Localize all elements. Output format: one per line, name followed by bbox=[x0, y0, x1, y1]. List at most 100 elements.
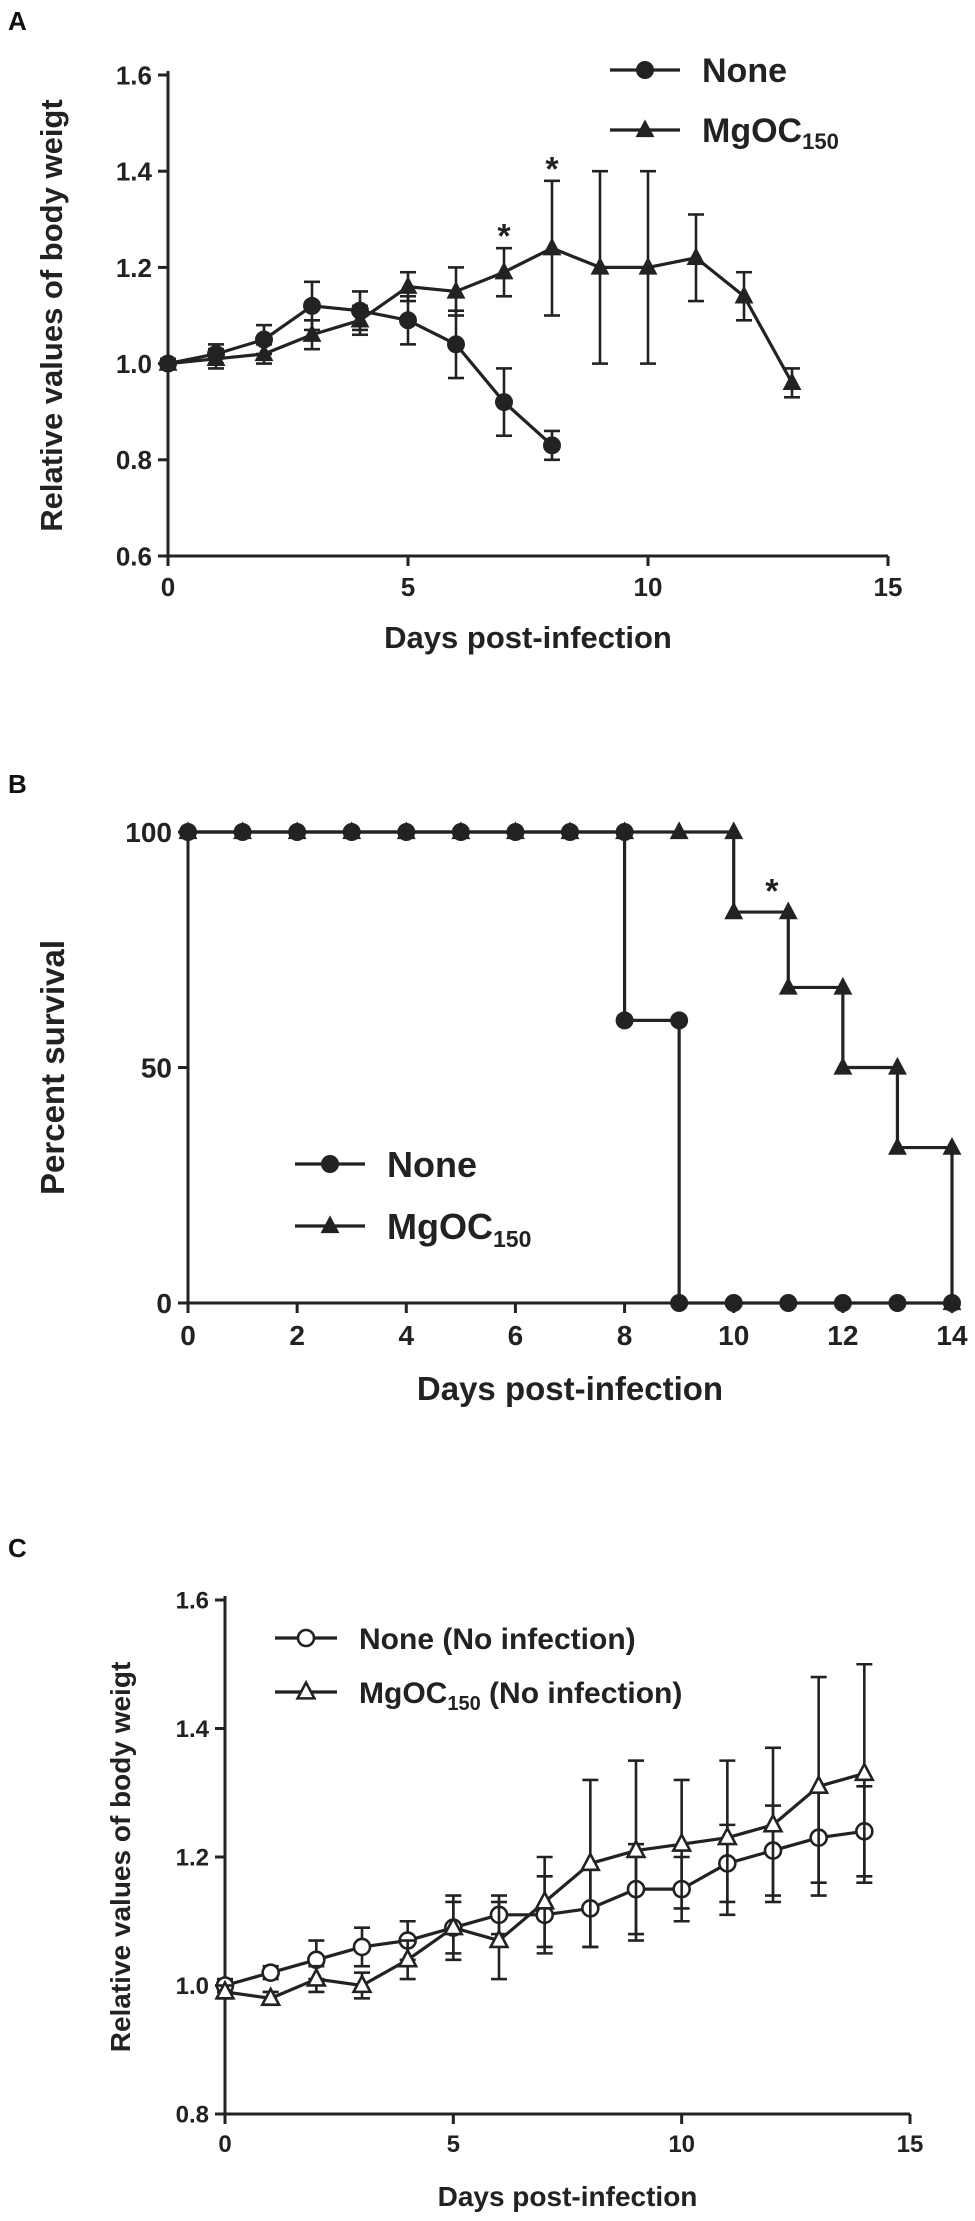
y-axis-title: Relative values of body weigt bbox=[34, 99, 69, 531]
x-tick-label: 10 bbox=[718, 1320, 749, 1351]
series-line bbox=[167, 246, 794, 384]
data-point bbox=[887, 1136, 907, 1155]
panel-letter: B bbox=[8, 769, 27, 799]
data-point bbox=[261, 1963, 280, 1982]
data-point bbox=[295, 1679, 317, 1700]
data-point bbox=[724, 821, 744, 840]
series-mgoc150 bbox=[178, 821, 962, 1311]
data-point bbox=[233, 821, 253, 840]
data-point bbox=[625, 1838, 647, 1859]
legend-label: MgOC150 bbox=[702, 112, 839, 154]
data-point bbox=[206, 348, 226, 366]
significance-marker: * bbox=[497, 218, 511, 256]
data-point bbox=[342, 821, 362, 840]
legend-entry: None bbox=[610, 52, 787, 90]
y-tick-label: 1.2 bbox=[176, 1845, 209, 1872]
significance-marker: * bbox=[765, 873, 779, 911]
data-point bbox=[638, 256, 658, 275]
x-tick-label: 15 bbox=[874, 572, 903, 602]
legend-entry: MgOC150 bbox=[610, 112, 839, 154]
x-tick-label: 5 bbox=[401, 572, 415, 602]
data-point bbox=[724, 1294, 743, 1312]
legend-label: MgOC150 bbox=[387, 1206, 531, 1252]
legend-entry: MgOC150 (No infection) bbox=[275, 1677, 682, 1715]
x-tick-label: 10 bbox=[668, 2131, 695, 2158]
legend-label-name: None bbox=[387, 1144, 477, 1185]
y-tick-label: 0.8 bbox=[116, 445, 152, 475]
x-tick-label: 10 bbox=[634, 572, 663, 602]
data-point bbox=[442, 1915, 464, 1936]
legend-label-sub: 150 bbox=[447, 1693, 480, 1715]
legend-label-name: None bbox=[359, 1623, 434, 1656]
data-point bbox=[447, 335, 465, 354]
data-point bbox=[351, 1973, 373, 1994]
x-tick-label: 6 bbox=[508, 1320, 524, 1351]
data-point bbox=[495, 393, 513, 412]
x-tick-label: 4 bbox=[398, 1320, 414, 1351]
legend-label-sub: 150 bbox=[802, 129, 839, 154]
data-point bbox=[178, 821, 198, 840]
y-tick-label: 0.6 bbox=[116, 541, 152, 571]
data-point bbox=[350, 309, 370, 328]
data-point bbox=[287, 821, 307, 840]
x-tick-label: 5 bbox=[447, 2131, 460, 2158]
data-point bbox=[833, 1294, 852, 1312]
data-point bbox=[505, 821, 525, 840]
data-point bbox=[833, 976, 853, 995]
legend-label: MgOC150 (No infection) bbox=[359, 1677, 682, 1715]
chart-panel-a: A 0.6 0.8 1.0 1.2 1.4 1.6 0 5 10 15 Days post-infec… bbox=[8, 6, 902, 655]
chart-panel-b: B 0 50 100 0 2 4 6 8 10 12 14 Days post-infection Per… bbox=[8, 769, 968, 1407]
data-point bbox=[254, 343, 274, 362]
y-tick-label: 1.4 bbox=[116, 157, 153, 187]
data-point bbox=[560, 821, 580, 840]
series-mgoc150 bbox=[158, 169, 802, 399]
x-tick-label: 14 bbox=[936, 1320, 968, 1351]
data-point bbox=[590, 256, 610, 275]
x-tick-label: 12 bbox=[827, 1320, 858, 1351]
legend-label-name: MgOC bbox=[702, 112, 802, 150]
significance-marker: * bbox=[545, 150, 559, 188]
y-tick-label: 1.0 bbox=[116, 349, 152, 379]
y-axis-title: Relative values of body weigt bbox=[105, 1662, 136, 2053]
x-axis-title: Days post-infection bbox=[384, 620, 672, 655]
data-point bbox=[762, 1812, 784, 1833]
legend-label-name: MgOC bbox=[387, 1206, 493, 1247]
data-point bbox=[398, 276, 418, 294]
x-tick-label: 8 bbox=[617, 1320, 633, 1351]
legend-entry: MgOC150 bbox=[295, 1206, 531, 1252]
data-point bbox=[396, 821, 416, 840]
data-point bbox=[305, 1966, 327, 1987]
chart-panel-c: C 0.8 1.0 1.2 1.4 1.6 0 5 10 15 Days post-infectio… bbox=[8, 1533, 923, 2212]
y-tick-label: 0.8 bbox=[176, 2102, 209, 2129]
data-point bbox=[534, 1889, 556, 1910]
y-axis-title: Percent survival bbox=[34, 940, 71, 1195]
data-point bbox=[636, 61, 654, 79]
legend-label: None (No infection) bbox=[359, 1623, 636, 1656]
data-point bbox=[808, 1774, 830, 1795]
y-tick-label: 1.6 bbox=[116, 60, 152, 90]
data-point bbox=[734, 285, 754, 304]
data-point bbox=[887, 1056, 907, 1075]
data-point bbox=[303, 296, 321, 315]
x-tick-label: 0 bbox=[161, 572, 175, 602]
data-point bbox=[260, 1986, 282, 2007]
data-point bbox=[671, 1831, 693, 1852]
series-mgoc150 bbox=[214, 1662, 875, 2007]
data-point bbox=[782, 372, 802, 391]
data-point bbox=[494, 261, 514, 280]
data-point bbox=[446, 280, 466, 299]
data-point bbox=[778, 901, 798, 920]
y-tick-label: 1.6 bbox=[176, 1588, 209, 1615]
data-point bbox=[669, 821, 689, 840]
data-point bbox=[296, 1628, 316, 1648]
data-point bbox=[399, 311, 417, 330]
data-point bbox=[942, 1292, 962, 1311]
legend-label: None bbox=[387, 1144, 477, 1185]
data-point bbox=[214, 1979, 236, 2000]
data-point bbox=[833, 1056, 853, 1075]
data-point bbox=[635, 119, 655, 138]
y-tick-label: 1.0 bbox=[176, 1973, 209, 2000]
legend-label-suffix: (No infection) bbox=[434, 1623, 636, 1656]
data-point bbox=[888, 1294, 907, 1312]
